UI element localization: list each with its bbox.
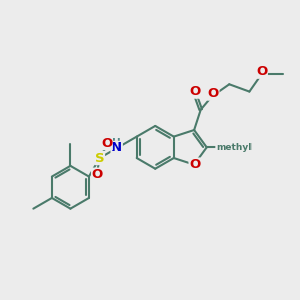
Text: O: O (101, 136, 112, 149)
Text: methyl: methyl (216, 143, 251, 152)
Text: H: H (112, 139, 121, 148)
Text: O: O (190, 85, 201, 98)
Text: S: S (95, 152, 104, 164)
Text: methyl: methyl (217, 143, 252, 152)
Text: O: O (189, 158, 200, 171)
Text: O: O (256, 65, 267, 78)
Text: N: N (111, 141, 122, 154)
Text: O: O (92, 168, 103, 181)
Text: O: O (208, 87, 219, 100)
